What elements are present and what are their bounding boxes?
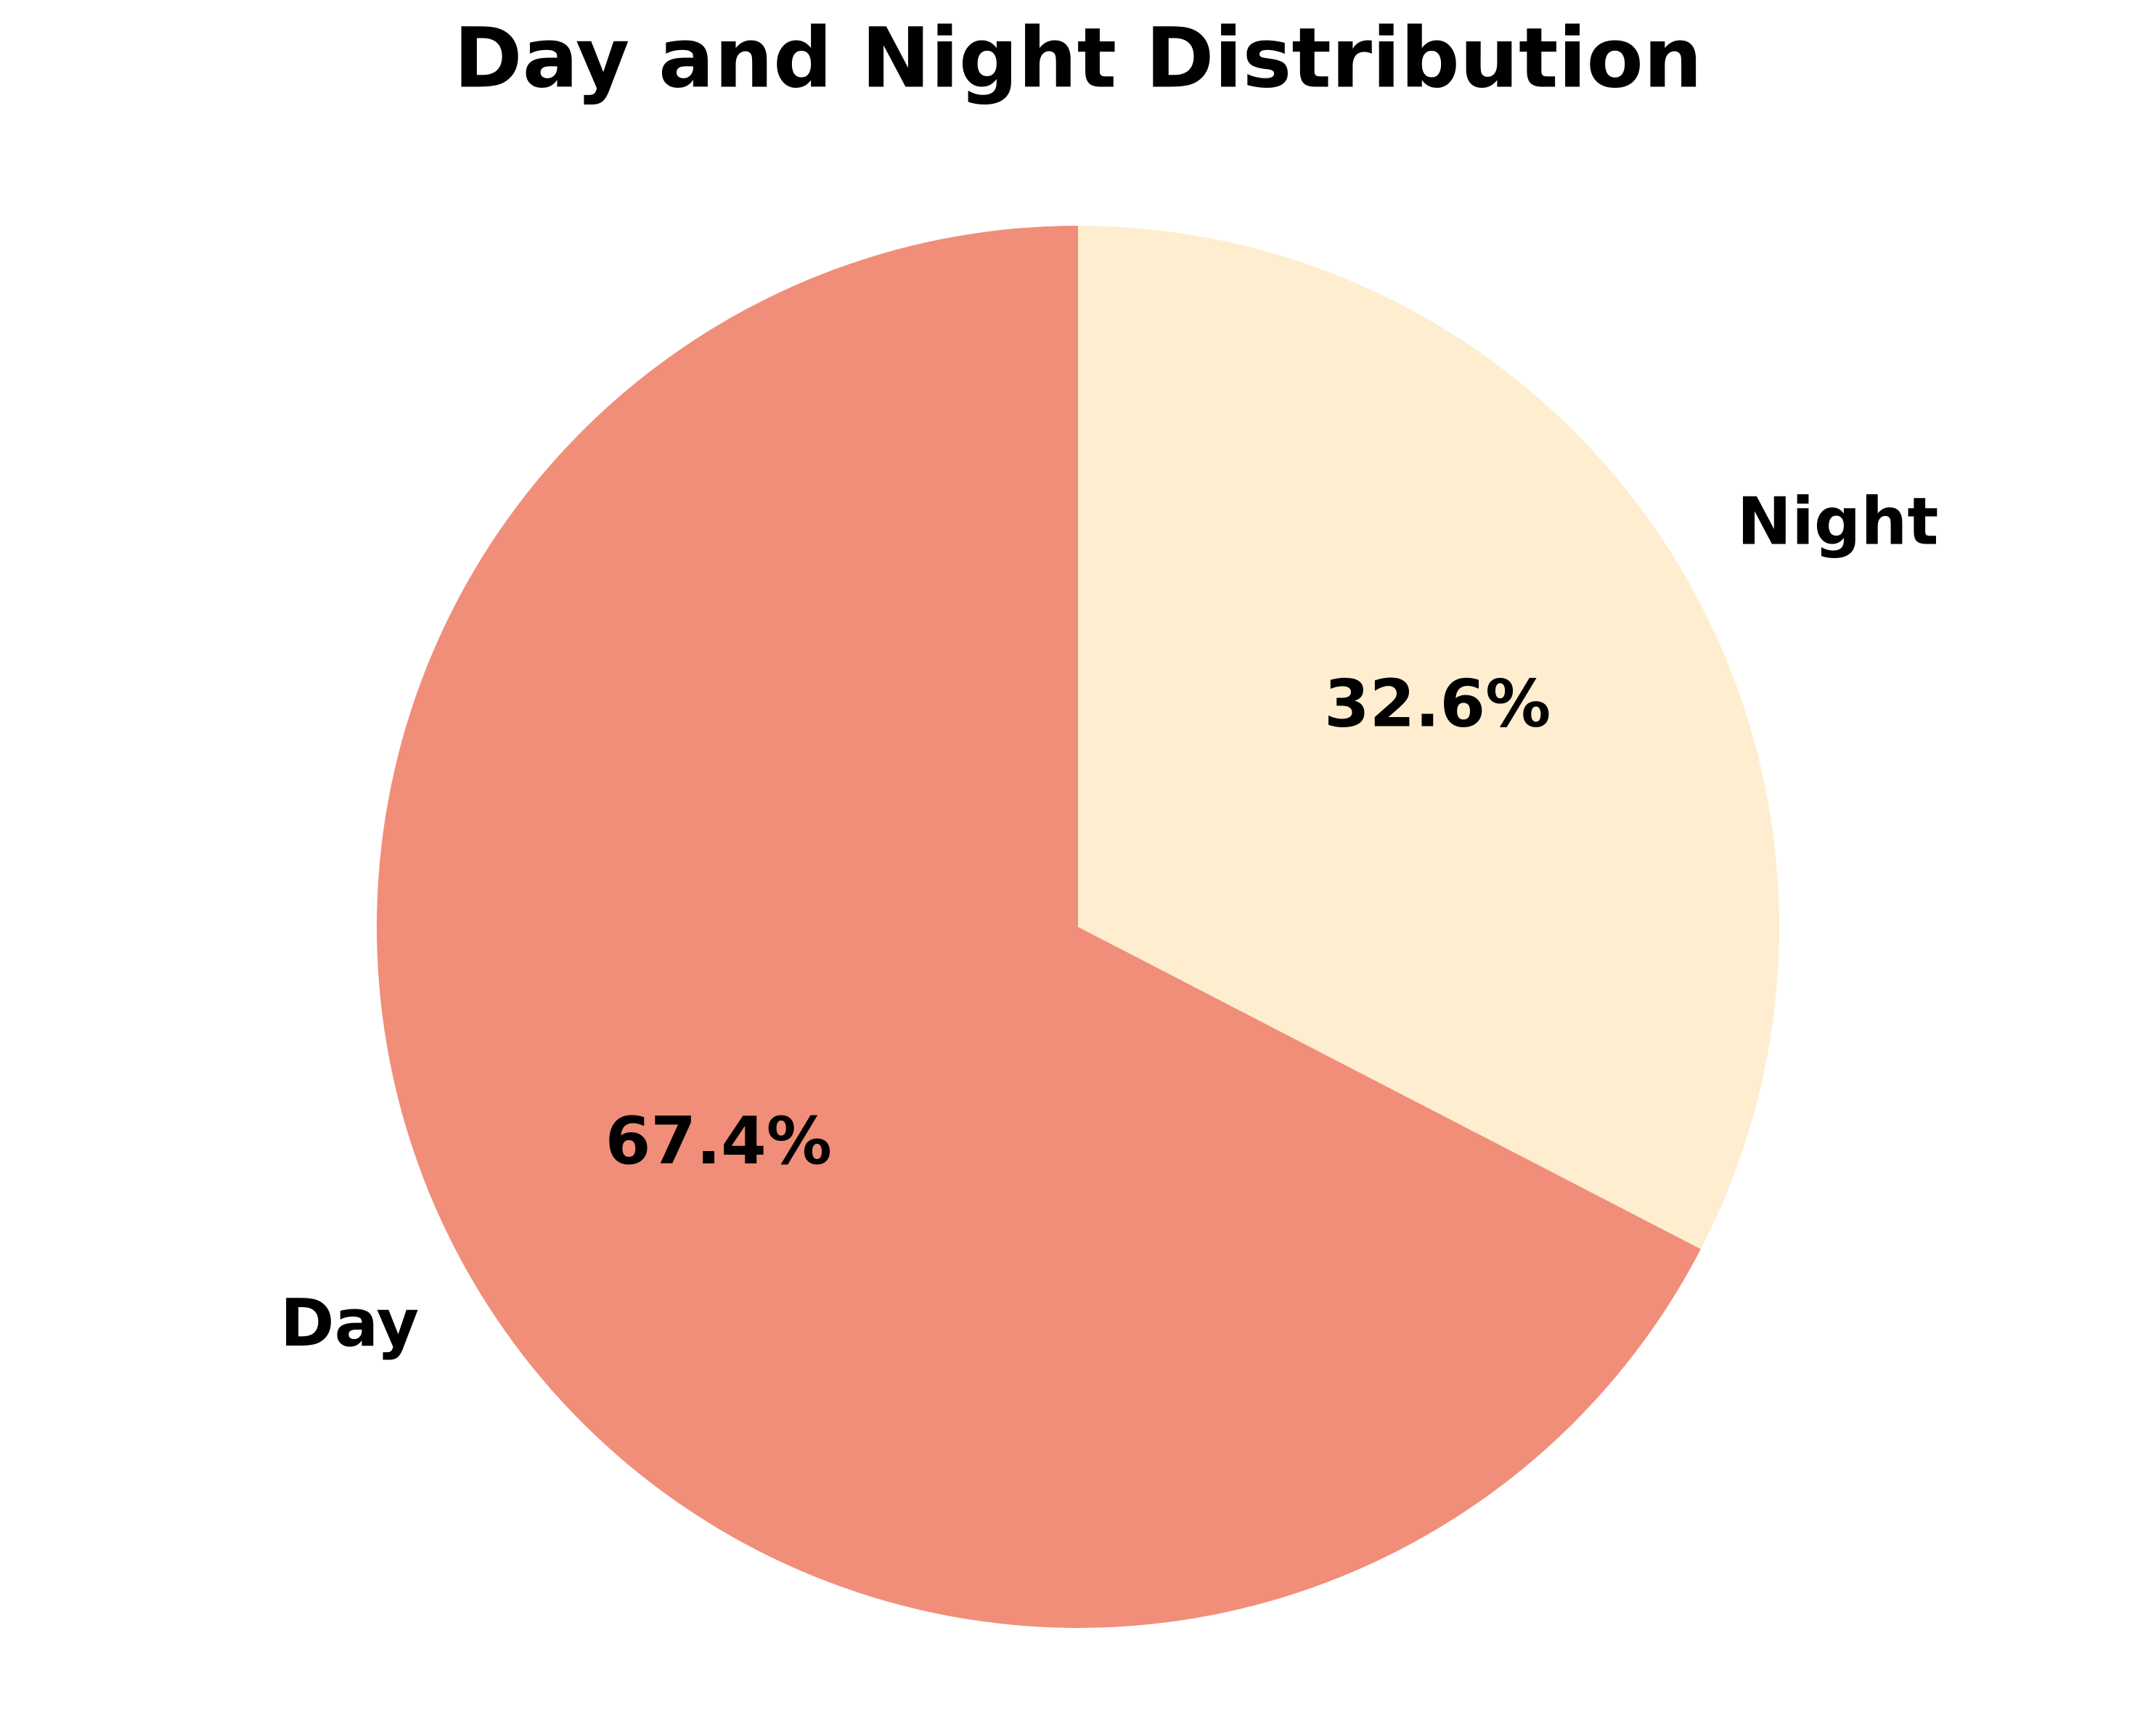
value-label: 32.6% (1324, 666, 1551, 742)
pie-slice (376, 226, 1701, 1628)
pie-slice (1078, 226, 1779, 1249)
slice-label: Night (1737, 484, 1939, 560)
chart-title: Day and Night Distribution (454, 9, 1702, 106)
slice-label: Day (280, 1285, 419, 1362)
value-label: 67.4% (605, 1103, 832, 1179)
